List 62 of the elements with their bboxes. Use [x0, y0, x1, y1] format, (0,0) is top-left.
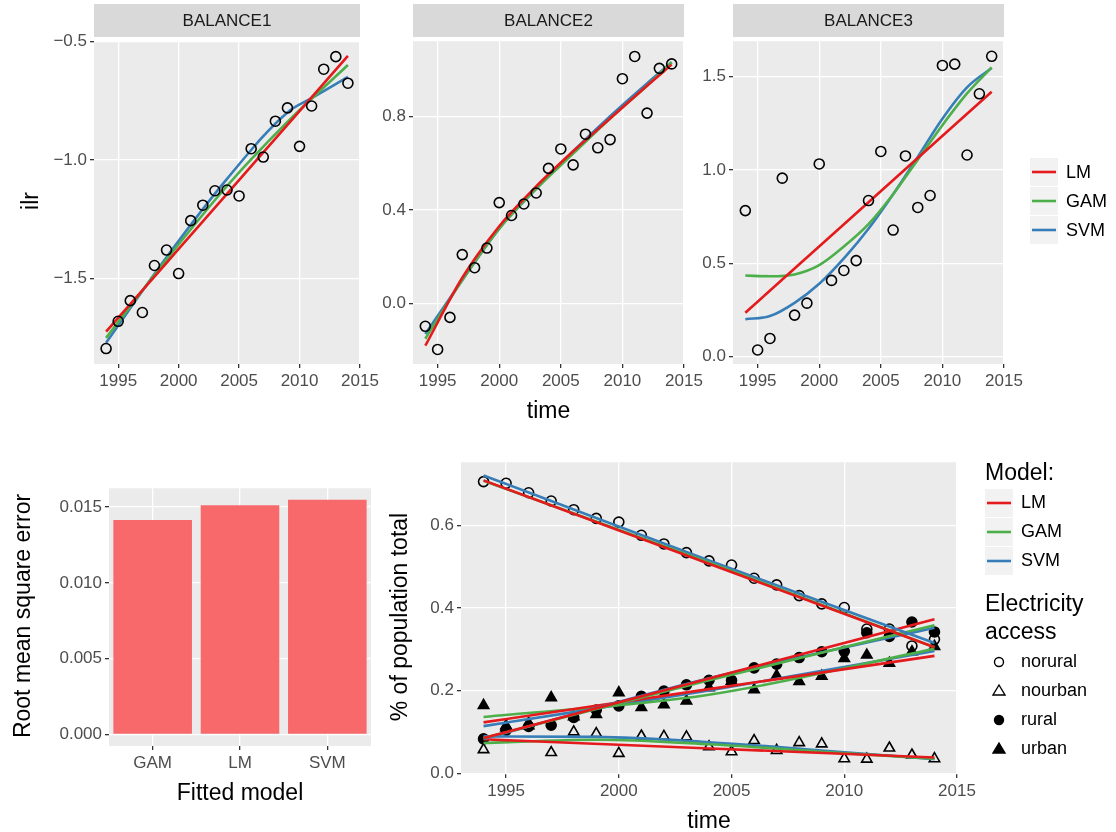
y-tick-label: 0.005: [59, 648, 102, 668]
x-tick-label: GAM: [133, 752, 173, 772]
x-tick-label: 2010: [280, 370, 319, 390]
y-axis-title: Root mean square error: [8, 493, 36, 738]
x-axis-title: time: [526, 396, 571, 424]
text: Electricity access: [985, 589, 1085, 645]
y-tick-label: 0.6: [430, 515, 454, 535]
x-tick-label: LM: [228, 752, 252, 772]
y-tick-label: 0.4: [430, 597, 454, 617]
legend-label: rural: [1021, 709, 1058, 730]
x-tick-label: 2015: [985, 370, 1023, 390]
y-tick-label: 0.8: [382, 105, 406, 125]
y-tick-label: 0.0: [382, 293, 406, 313]
y-tick-label: 1.5: [702, 66, 726, 86]
y-tick-label: 0.5: [702, 252, 726, 272]
y-tick-label: 0.015: [59, 496, 102, 516]
legend-label: LM: [1066, 161, 1092, 183]
legend-label: nourban: [1021, 680, 1088, 701]
chart-title: BALANCE1: [94, 4, 360, 37]
chart-title: BALANCE3: [733, 4, 1004, 37]
x-tick-label: 1995: [738, 370, 777, 390]
x-tick-label: 2000: [480, 370, 519, 390]
x-tick-label: SVM: [308, 752, 346, 772]
chart-title: BALANCE2: [413, 4, 684, 37]
legend-title: Model:: [985, 459, 1056, 486]
y-tick-label: 0.4: [382, 199, 406, 219]
y-tick-label: 0.2: [430, 680, 454, 700]
y-tick-label: −1.5: [53, 268, 87, 288]
x-tick-label: 2005: [712, 780, 751, 800]
y-tick-label: 1.0: [702, 159, 726, 179]
legend-label: GAM: [1021, 521, 1063, 542]
x-tick-label: 2005: [541, 370, 580, 390]
x-tick-label: 2000: [599, 780, 638, 800]
x-tick-label: 2000: [159, 370, 198, 390]
y-tick-label: 0.000: [59, 724, 102, 744]
y-tick-label: −1.0: [53, 149, 87, 169]
x-tick-label: 1995: [487, 780, 526, 800]
x-tick-label: 2015: [665, 370, 703, 390]
x-axis-title: time: [687, 806, 731, 832]
x-tick-label: 2015: [341, 370, 379, 390]
y-tick-label: 0.0: [430, 762, 454, 782]
x-tick-label: 2010: [923, 370, 962, 390]
legend-label: norural: [1021, 651, 1078, 672]
y-axis-title: % of population total: [385, 512, 413, 721]
x-tick-label: 2005: [220, 370, 258, 390]
y-axis-title: ilr: [16, 192, 44, 210]
legend-label: LM: [1021, 492, 1047, 513]
x-tick-label: 2010: [603, 370, 642, 390]
x-tick-label: 2000: [800, 370, 839, 390]
legend-label: GAM: [1066, 190, 1108, 212]
legend-label: urban: [1021, 738, 1068, 759]
y-tick-label: −0.5: [53, 30, 87, 50]
y-tick-label: 0.0: [702, 346, 726, 366]
legend-label: SVM: [1021, 550, 1061, 571]
x-axis-title: Fitted model: [176, 778, 304, 806]
legend-label: SVM: [1066, 219, 1106, 241]
x-tick-label: 2015: [938, 780, 976, 800]
x-tick-label: 1995: [418, 370, 457, 390]
x-tick-label: 2010: [825, 780, 864, 800]
x-tick-label: 1995: [99, 370, 138, 390]
x-tick-label: 2005: [861, 370, 900, 390]
y-tick-label: 0.010: [59, 572, 102, 592]
